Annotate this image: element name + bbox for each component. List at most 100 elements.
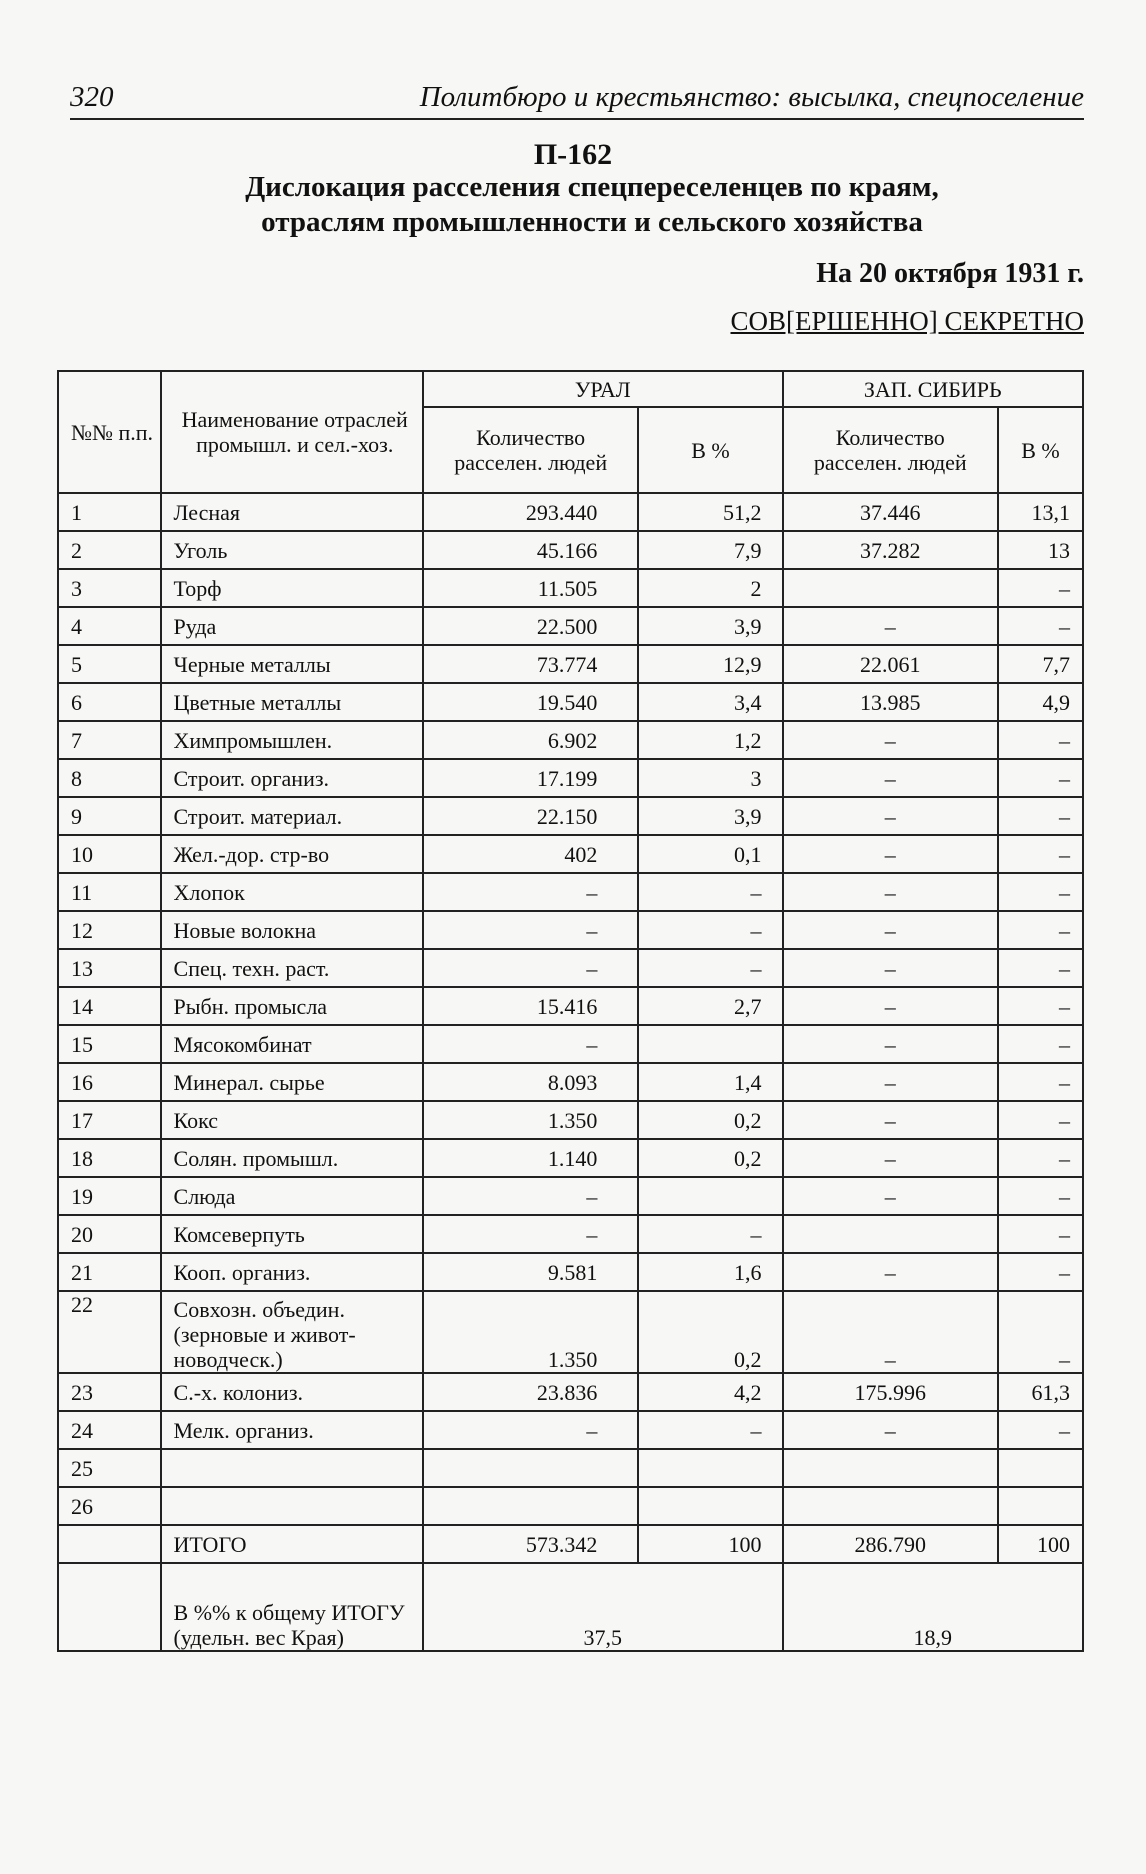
ural-qty: 8.093 — [421, 1062, 640, 1102]
ural-qty: 22.500 — [421, 606, 640, 646]
row-num: 26 — [57, 1486, 162, 1526]
row-name: Мелк. организ. — [159, 1410, 424, 1450]
table-row: 12 Новые волокна – – – – — [57, 910, 1085, 950]
sib-qty: 37.446 — [781, 492, 999, 532]
table-row: 21 Кооп. организ. 9.581 1,6– – — [57, 1252, 1085, 1292]
row-name — [159, 1448, 424, 1488]
table-row: 8 Строит. организ. 17.199 3– – — [57, 758, 1085, 798]
row-name: Цветные металлы — [159, 682, 424, 722]
ural-pct: – — [637, 948, 784, 988]
total-label: ИТОГО — [159, 1524, 424, 1564]
document-title: Дислокация расселения спецпереселенцев п… — [100, 170, 1084, 240]
sib-pct: 7,7 — [996, 644, 1085, 684]
sib-pct: 4,9 — [996, 682, 1085, 722]
row-name: Совхозн. объедин. (зерновые и живот-ново… — [159, 1290, 424, 1374]
running-header: 320 Политбюро и крестьянство: высылка, с… — [70, 78, 1084, 120]
sib-pct: – — [996, 1290, 1085, 1374]
ural-pct: 1,6 — [637, 1252, 784, 1292]
ural-pct: 12,9 — [637, 644, 784, 684]
sib-pct: – — [996, 948, 1085, 988]
sib-pct: – — [996, 1252, 1085, 1292]
sib-pct: – — [996, 1138, 1085, 1178]
row-name: Рыбн. промысла — [159, 986, 424, 1026]
sib-pct: – — [996, 606, 1085, 646]
row-name — [159, 1486, 424, 1526]
sib-qty: – — [781, 796, 999, 836]
table-row: 4 Руда 22.500 3,9– – — [57, 606, 1085, 646]
sib-pct: 61,3 — [996, 1372, 1085, 1412]
sib-pct: – — [996, 986, 1085, 1026]
sib-qty: – — [781, 872, 999, 912]
ural-pct: 2 — [637, 568, 784, 608]
header-ural-qty: Количество расселен. людей — [421, 406, 640, 494]
table-row: 14 Рыбн. промысла 15.416 2,7– – — [57, 986, 1085, 1026]
ural-qty: 1.350 — [421, 1100, 640, 1140]
ural-qty: 293.440 — [421, 492, 640, 532]
table-row: 7 Химпромышлен. 6.902 1,2– – — [57, 720, 1085, 760]
ural-pct — [637, 1448, 784, 1488]
table-row: 11 Хлопок – – – – — [57, 872, 1085, 912]
row-num: 12 — [57, 910, 162, 950]
document-number: П-162 — [533, 138, 613, 171]
sib-pct: – — [996, 910, 1085, 950]
row-num: 20 — [57, 1214, 162, 1254]
table-row: 20 Комсеверпуть – – – — [57, 1214, 1085, 1254]
sib-qty: – — [781, 758, 999, 798]
row-name: Мясокомбинат — [159, 1024, 424, 1064]
row-num: 7 — [57, 720, 162, 760]
row-name: Минерал. сырье — [159, 1062, 424, 1102]
sib-pct: – — [996, 1062, 1085, 1102]
row-num: 24 — [57, 1410, 162, 1450]
ural-qty: 1.140 — [421, 1138, 640, 1178]
table-row: 16 Минерал. сырье 8.093 1,4– – — [57, 1062, 1085, 1102]
sib-pct: – — [996, 568, 1085, 608]
ural-pct: – — [637, 1214, 784, 1254]
table-row: 6 Цветные металлы 19.540 3,4 13.985 4,9 — [57, 682, 1085, 722]
share-num — [57, 1562, 162, 1652]
ural-qty: 19.540 — [421, 682, 640, 722]
ural-pct: 0,2 — [637, 1100, 784, 1140]
row-num: 13 — [57, 948, 162, 988]
header-ural-pct: В % — [637, 406, 784, 494]
sib-qty: – — [781, 1252, 999, 1292]
ural-pct: – — [637, 872, 784, 912]
table-row: 5 Черные металлы 73.774 12,9 22.061 7,7 — [57, 644, 1085, 684]
ural-qty: – — [421, 1176, 640, 1216]
row-name: Черные металлы — [159, 644, 424, 684]
row-name: С.-х. колониз. — [159, 1372, 424, 1412]
sib-pct: – — [996, 834, 1085, 874]
ural-pct: – — [637, 1410, 784, 1450]
sib-qty: – — [781, 910, 999, 950]
ural-pct: 3,9 — [637, 796, 784, 836]
sib-pct: – — [996, 796, 1085, 836]
row-num: 6 — [57, 682, 162, 722]
sib-qty: 175.996 — [781, 1372, 999, 1412]
row-num: 5 — [57, 644, 162, 684]
sib-pct: – — [996, 1024, 1085, 1064]
row-name: Солян. промышл. — [159, 1138, 424, 1178]
row-name: Хлопок — [159, 872, 424, 912]
title-line-2: отраслям промышленности и сельского хозя… — [261, 206, 923, 238]
sib-pct: 13,1 — [996, 492, 1085, 532]
total-sib-qty: 286.790 — [781, 1524, 999, 1564]
header-sib: ЗАП. СИБИРЬ — [781, 370, 1085, 408]
row-num: 4 — [57, 606, 162, 646]
sib-qty: – — [781, 1290, 999, 1374]
sib-qty — [781, 1486, 999, 1526]
header-sib-pct: В % — [996, 406, 1085, 494]
ural-pct — [637, 1176, 784, 1216]
table-row: 10 Жел.-дор. стр-во 402 0,1– – — [57, 834, 1085, 874]
row-name: Строит. материал. — [159, 796, 424, 836]
ural-pct: 4,2 — [637, 1372, 784, 1412]
sib-qty: – — [781, 606, 999, 646]
ural-qty: 23.836 — [421, 1372, 640, 1412]
table-row: 18 Солян. промышл. 1.140 0,2– – — [57, 1138, 1085, 1178]
ural-qty: 1.350 — [421, 1290, 640, 1374]
header-name: Наименование отраслей промышл. и сел.-хо… — [159, 370, 424, 494]
row-name: Лесная — [159, 492, 424, 532]
row-num: 10 — [57, 834, 162, 874]
ural-pct: 0,2 — [637, 1290, 784, 1374]
settlement-table: №№ п.п. Наименование отраслей промышл. и… — [57, 370, 1085, 1652]
table-body: 1 Лесная 293.440 51,2 37.446 13,1 2 Уголь 45.166… — [57, 492, 1085, 1526]
row-name: Слюда — [159, 1176, 424, 1216]
